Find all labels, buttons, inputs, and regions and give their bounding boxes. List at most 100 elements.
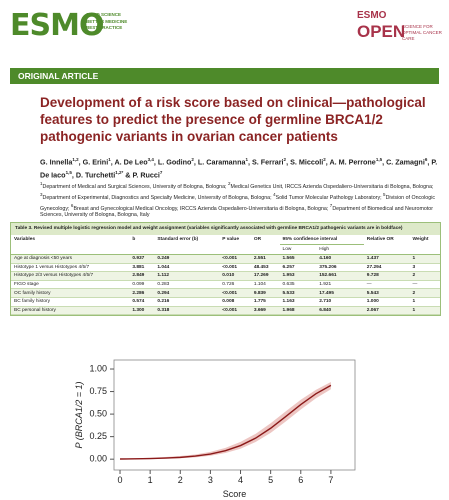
table-cell: 1.000 xyxy=(363,297,410,307)
affil-text: Solid Tumor Molecular Pathology Laborato… xyxy=(275,194,384,201)
affil-text: Department of Experimental, Diagnostics … xyxy=(42,194,274,201)
x-tick-label: 1 xyxy=(148,475,153,485)
author-affil: 1,2 xyxy=(72,157,79,162)
author-affil: 7 xyxy=(159,170,163,176)
article-type: ORIGINAL ARTICLE xyxy=(10,68,439,84)
affiliations: 1Department of Medical and Surgical Scie… xyxy=(40,180,440,219)
table-cell: 2 xyxy=(409,271,440,281)
table-cell: 6.840 xyxy=(316,306,364,316)
table-cell: OC family history xyxy=(11,288,130,298)
table-cell: 0.635 xyxy=(279,280,317,290)
table-cell: 9.728 xyxy=(363,271,410,281)
author-sep: , xyxy=(427,157,432,167)
affil-num: 3 xyxy=(40,191,43,197)
author-name: P. Rucci xyxy=(132,170,160,180)
x-tick-label: 6 xyxy=(298,475,303,485)
table-cell: 3 xyxy=(409,263,440,273)
column-header: Weight xyxy=(409,235,440,255)
table-cell: 48.453 xyxy=(250,263,280,273)
author-name: D. Turchetti xyxy=(75,170,116,180)
table-row: Histotype 1 versus Histotypes 4/5/7 3.881… xyxy=(11,263,440,273)
affil-text: Department of Biomedical and Neuromotor … xyxy=(40,205,434,219)
header-row: Variables b Standard error (b) P value OR 95%… xyxy=(11,235,440,255)
author-affil: 2 xyxy=(283,157,287,162)
table-cell: 5.533 xyxy=(279,288,317,298)
table-row: OC family history 2.286 0.294 <0.001 9.839 5.… xyxy=(11,288,440,298)
column-header: P value xyxy=(219,235,251,255)
subcolumn-header: High xyxy=(316,244,364,255)
author-name: S. Ferrari xyxy=(251,157,284,167)
author-affil: 1 xyxy=(108,157,111,162)
table-cell: 0.099 xyxy=(129,280,155,290)
table-cell: <0.001 xyxy=(219,288,251,298)
table-cell: 1.968 xyxy=(279,306,317,316)
table-cell: <0.001 xyxy=(219,254,251,264)
author-name: S. Miccoli xyxy=(290,157,324,167)
table-row: Age at diagnosis <50 years 0.937 0.249 <0.0… xyxy=(11,254,440,264)
column-header: Standard error (b) xyxy=(154,235,220,255)
author-sep: , xyxy=(71,170,76,180)
table-cell: 1 xyxy=(409,306,440,316)
table-cell: — xyxy=(409,280,440,290)
author-sep: , xyxy=(247,157,252,167)
table-cell: 1.044 xyxy=(154,263,220,273)
x-tick-label: 2 xyxy=(178,475,183,485)
author-affil: 2 xyxy=(323,157,326,162)
table-cell: 3.669 xyxy=(250,306,280,316)
tagline: GOOD SCIENCE BETTER MEDICINE BEST PRACTICE xyxy=(86,12,127,32)
table-cell: 0.216 xyxy=(154,297,220,307)
confidence-band xyxy=(120,382,331,460)
table-cell: 1.163 xyxy=(279,297,317,307)
chart: 0.00 0.25 0.50 0.75 1.00 0 1 2 3 4 5 6 7 Score P (BRCA… xyxy=(74,359,356,499)
author-sep: , xyxy=(110,157,115,167)
table-row: FIGO stage 0.099 0.283 0.726 1.104 0.635 1.921… xyxy=(11,280,440,290)
y-tick-label: 0.75 xyxy=(89,386,107,396)
affil-text: Medical Genetics Unit, IRCCS Azienda Osp… xyxy=(230,183,434,190)
table-cell: 0.937 xyxy=(129,254,155,264)
table-cell: 1.565 xyxy=(279,254,317,264)
tagline-line: GOOD SCIENCE xyxy=(86,12,122,17)
affil-num: 1 xyxy=(40,181,43,186)
table-cell: FIGO stage xyxy=(11,280,130,290)
author-sep: , xyxy=(153,157,158,167)
author-name: L. Godino xyxy=(157,157,192,167)
author-name: C. Zamagni xyxy=(386,157,425,167)
author-name: G. Innella xyxy=(40,157,73,167)
table-cell: 5.543 xyxy=(363,288,410,298)
x-axis-label: Score xyxy=(223,489,247,499)
author-name: A. De Leo xyxy=(114,157,148,167)
author-sep: , xyxy=(325,157,330,167)
table-cell: 2.067 xyxy=(363,306,410,316)
x-tick-label: 7 xyxy=(328,475,333,485)
affil-num: 4 xyxy=(273,191,276,197)
affil-text: Department of Medical and Surgical Scien… xyxy=(42,183,229,190)
table-cell: 1.775 xyxy=(250,297,280,307)
affil-num: 5 xyxy=(383,191,386,197)
table: Variables b Standard error (b) P value OR 95%… xyxy=(11,235,440,316)
table-cell: 1.300 xyxy=(129,306,155,316)
table-cell: 4.160 xyxy=(316,254,364,264)
affil-num: 7 xyxy=(329,202,333,208)
table-cell: 0.008 xyxy=(219,297,251,307)
author-affil: 1,2* xyxy=(115,170,124,176)
author-affil: 6 xyxy=(424,157,428,162)
author-sep: & xyxy=(123,170,133,180)
table-cell: 1 xyxy=(409,297,440,307)
subheader-row: Low High xyxy=(11,244,440,255)
table-cell: <0.001 xyxy=(219,306,251,316)
table-cell: 1.104 xyxy=(250,280,280,290)
author-name: L. Caramanna xyxy=(197,157,246,167)
y-tick-label: 0.00 xyxy=(89,454,107,464)
tagline-line: BEST PRACTICE xyxy=(86,25,123,30)
y-tick-label: 0.25 xyxy=(89,431,107,441)
table-cell: 1.921 xyxy=(316,280,364,290)
affil-text: Breast and Gynecological Medical Oncolog… xyxy=(73,205,330,212)
y-tick-label: 0.50 xyxy=(89,408,107,418)
table-cell: <0.001 xyxy=(219,263,251,273)
subcolumn-header: Low xyxy=(279,244,317,255)
table-cell: 0.249 xyxy=(154,254,220,264)
column-header: OR xyxy=(250,235,280,255)
author-name: G. Erini xyxy=(82,157,109,167)
x-tick-label: 4 xyxy=(238,475,243,485)
journal-top: ESMO xyxy=(357,10,387,21)
